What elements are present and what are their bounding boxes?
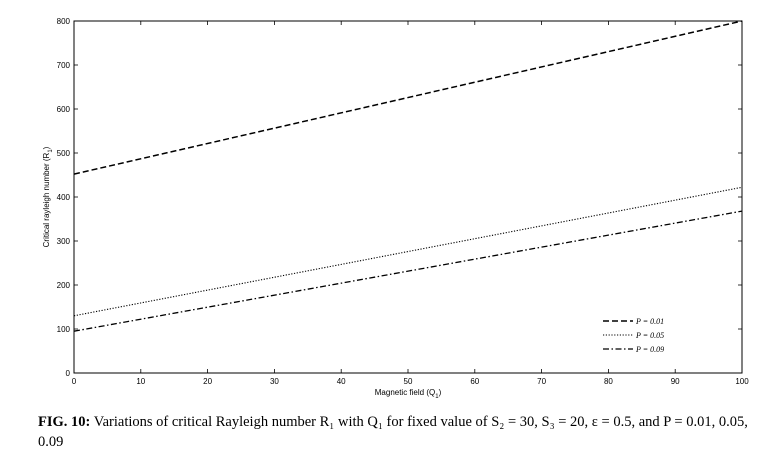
x-tick-label: 0	[72, 377, 77, 386]
legend-label: P = 0.01	[635, 317, 664, 326]
x-tick-label: 30	[270, 377, 279, 386]
series-line-1	[73, 20, 743, 175]
x-axis-title: Magnetic field (Q1)	[375, 388, 442, 400]
y-tick-label: 300	[57, 237, 71, 246]
y-axis-title-sub: 1	[48, 149, 54, 153]
line-chart: 0 10 20 30 40 50 60 70 80 90 100 0 100 200 300 400 500 6…	[42, 17, 749, 400]
y-tick-label: 100	[57, 325, 71, 334]
x-axis: 0 10 20 30 40 50 60 70 80 90 100	[72, 21, 749, 386]
x-tick-label: 60	[470, 377, 479, 386]
legend: P = 0.01 P = 0.05 P = 0.09	[603, 317, 664, 354]
plot-area	[73, 20, 743, 374]
series-line-3	[73, 210, 743, 332]
y-axis-title-main: Critical rayleigh number (R	[42, 152, 51, 247]
y-tick-label: 700	[57, 61, 71, 70]
x-tick-label: 10	[136, 377, 145, 386]
figure-caption-text: Variations of critical Rayleigh number R…	[38, 414, 748, 450]
y-axis-title: Critical rayleigh number (R1)	[42, 146, 54, 247]
x-tick-label: 20	[203, 377, 212, 386]
x-axis-title-main: Magnetic field (Q	[375, 388, 435, 397]
figure-label: FIG. 10:	[38, 414, 91, 430]
legend-label: P = 0.09	[635, 345, 664, 354]
y-tick-label: 400	[57, 193, 71, 202]
x-axis-title-end: )	[439, 388, 442, 397]
y-tick-label: 800	[57, 17, 71, 26]
x-tick-label: 40	[337, 377, 346, 386]
series-layer	[73, 20, 743, 332]
x-tick-label: 50	[404, 377, 413, 386]
y-tick-label: 600	[57, 105, 71, 114]
legend-label: P = 0.05	[635, 331, 664, 340]
x-tick-label: 80	[604, 377, 613, 386]
y-axis-title-end: )	[42, 146, 51, 149]
x-tick-label: 70	[537, 377, 546, 386]
y-tick-label: 200	[57, 281, 71, 290]
figure-caption: FIG. 10: Variations of critical Rayleigh…	[38, 412, 768, 452]
y-tick-label: 0	[66, 369, 71, 378]
y-axis: 0 100 200 300 400 500 600 700 800	[57, 17, 742, 378]
y-tick-label: 500	[57, 149, 71, 158]
x-tick-label: 90	[671, 377, 680, 386]
x-tick-label: 100	[735, 377, 749, 386]
x-axis-title-sub: 1	[435, 394, 439, 400]
